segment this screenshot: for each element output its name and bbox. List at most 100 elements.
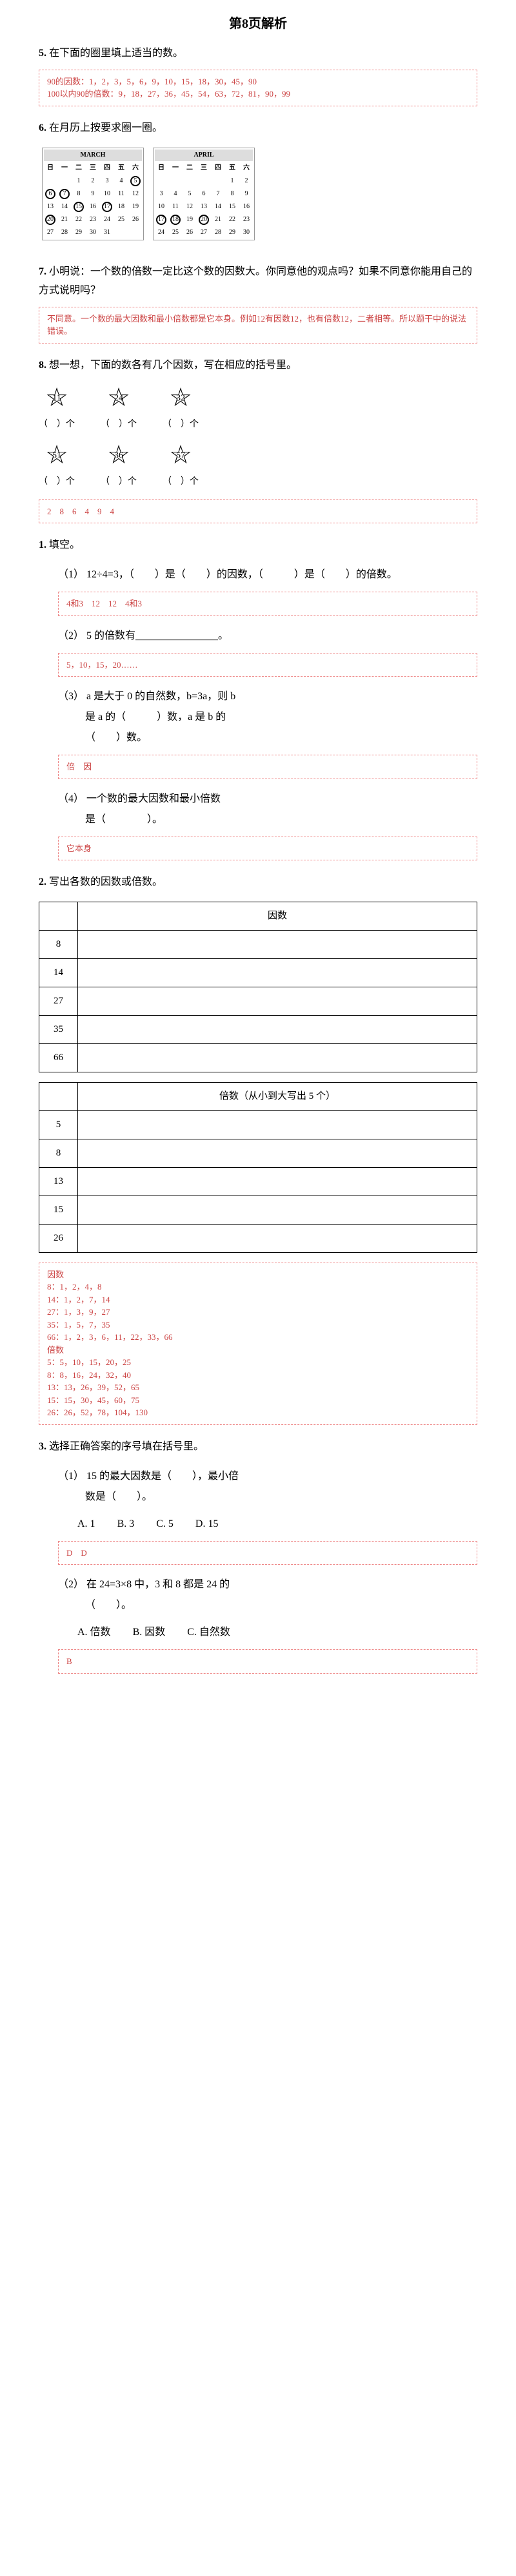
p3-2-text-a: 在 24=3×8 中，3 和 8 都是 24 的: [86, 1579, 230, 1590]
q8-answer: 2 8 6 4 9 4: [39, 499, 477, 524]
question-7: 7. 小明说：一个数的倍数一定比这个数的因数大。你同意他的观点吗？如果不同意你能…: [39, 263, 477, 344]
stars-row-2: ☆51（ ）个 ☆36（ ）个 ☆57（ ）个: [39, 442, 477, 490]
p3-num: 3.: [39, 1441, 46, 1452]
q8-num: 8.: [39, 360, 46, 371]
star-icon: ☆57: [169, 442, 192, 468]
q7-num: 7.: [39, 266, 46, 277]
star-icon: ☆36: [107, 442, 130, 468]
th-multiples: 倍数（从小到大写出 5 个）: [78, 1082, 477, 1110]
question-8: 8. 想一想，下面的数各有几个因数，写在相应的括号里。 ☆11（ ）个 ☆24（…: [39, 356, 477, 523]
star-value: 51: [52, 451, 61, 460]
table-row: 14: [39, 958, 78, 987]
day-hdr: 一: [169, 162, 182, 174]
paren-label: （ ）个: [101, 416, 137, 432]
p1-4-text-b: 是（ ）。: [85, 814, 163, 825]
day-hdr: 一: [58, 162, 71, 174]
p1-3-num: （3）: [58, 691, 84, 702]
calendar-march: MARCH 日一二三四五六 12345 6789101112 131415161…: [42, 148, 144, 240]
table-row: 26: [39, 1224, 78, 1252]
star-icon: ☆51: [45, 442, 68, 468]
q5-num: 5.: [39, 48, 46, 59]
question-6: 6. 在月历上按要求圈一圈。 MARCH 日一二三四五六 12345 67891…: [39, 119, 477, 251]
opt-a: A. 倍数: [77, 1627, 111, 1638]
table-row: 66: [39, 1043, 78, 1072]
factors-table: 因数 8 14 27 35 66: [39, 902, 477, 1072]
star-value: 32: [176, 394, 185, 403]
q6-text: 在月历上按要求圈一圈。: [49, 122, 163, 133]
paren-label: （ ）个: [101, 474, 137, 490]
day-hdr: 日: [44, 162, 57, 174]
paren-label: （ ）个: [39, 416, 75, 432]
p1-3-answer: 倍 因: [58, 755, 477, 779]
q7-answer: 不同意。一个数的最大因数和最小倍数都是它本身。例如12有因数12，也有倍数12，…: [39, 307, 477, 344]
table-row: 8: [39, 930, 78, 958]
problem-1: 1. 填空。 （1） 12÷4=3，（ ）是（ ）的因数，（ ）是（ ）的倍数。…: [39, 536, 477, 860]
opt-c: C. 自然数: [187, 1627, 230, 1638]
april-label: APRIL: [155, 150, 253, 161]
p3-1: （1） 15 的最大因数是（ ），最小倍 数是（ ）。 A. 1 B. 3 C.…: [58, 1466, 477, 1565]
p1-num: 1.: [39, 539, 46, 550]
p1-2-answer: 5，10，15，20……: [58, 653, 477, 677]
day-hdr: 五: [226, 162, 239, 174]
problem-3: 3. 选择正确答案的序号填在括号里。 （1） 15 的最大因数是（ ），最小倍 …: [39, 1438, 477, 1674]
opt-b: B. 因数: [133, 1627, 166, 1638]
p3-text: 选择正确答案的序号填在括号里。: [49, 1441, 204, 1452]
question-5: 5. 在下面的圈里填上适当的数。 90的因数：1，2，3，5，6，9，10，15…: [39, 44, 477, 106]
day-hdr: 二: [183, 162, 196, 174]
p1-3-text-c: （ ）数。: [85, 732, 147, 743]
opt-a: A. 1: [77, 1518, 95, 1529]
p2-num: 2.: [39, 876, 46, 887]
opt-b: B. 3: [117, 1518, 135, 1529]
p1-4: （4） 一个数的最大因数和最小倍数 是（ ）。 它本身: [58, 789, 477, 861]
p3-1-text-a: 15 的最大因数是（ ），最小倍: [86, 1471, 239, 1482]
day-hdr: 六: [129, 162, 142, 174]
day-hdr: 日: [155, 162, 168, 174]
p2-text: 写出各数的因数或倍数。: [49, 876, 163, 887]
star-value: 11: [52, 394, 61, 403]
calendar-april: APRIL 日一二三四五六 12 3456789 10111213141516 …: [153, 148, 255, 240]
p2-answer: 因数 8：1，2，4，8 14：1，2，7，14 27：1，3，9，27 35：…: [39, 1263, 477, 1425]
q7-text: 小明说：一个数的倍数一定比这个数的因数大。你同意他的观点吗？如果不同意你能用自己…: [39, 266, 472, 296]
day-hdr: 三: [197, 162, 210, 174]
table-row: 13: [39, 1167, 78, 1196]
p3-2-num: （2）: [58, 1579, 84, 1590]
day-hdr: 四: [212, 162, 224, 174]
p1-2: （2） 5 的倍数有＿＿＿＿＿＿＿＿。 5，10，15，20……: [58, 626, 477, 677]
p1-1: （1） 12÷4=3，（ ）是（ ）的因数，（ ）是（ ）的倍数。 4和3 12…: [58, 565, 477, 616]
p1-text: 填空。: [49, 539, 80, 550]
day-hdr: 二: [72, 162, 85, 174]
march-label: MARCH: [44, 150, 142, 161]
p1-2-text: 5 的倍数有＿＿＿＿＿＿＿＿。: [86, 630, 228, 641]
p3-1-num: （1）: [58, 1471, 84, 1482]
p3-2: （2） 在 24=3×8 中，3 和 8 都是 24 的 （ ）。 A. 倍数 …: [58, 1574, 477, 1674]
p1-1-answer: 4和3 12 12 4和3: [58, 592, 477, 616]
table-row: 8: [39, 1139, 78, 1167]
p1-1-text: 12÷4=3，（ ）是（ ）的因数，（ ）是（ ）的倍数。: [86, 569, 397, 580]
p1-4-num: （4）: [58, 793, 84, 804]
page-title: 第8页解析: [39, 13, 477, 32]
q8-text: 想一想，下面的数各有几个因数，写在相应的括号里。: [49, 360, 297, 371]
star-icon: ☆11: [45, 385, 68, 411]
star-value: 24: [114, 394, 123, 403]
p1-2-num: （2）: [58, 630, 84, 641]
star-value: 36: [114, 451, 123, 460]
multiples-table: 倍数（从小到大写出 5 个） 5 8 13 15 26: [39, 1082, 477, 1253]
p1-1-num: （1）: [58, 569, 84, 580]
star-icon: ☆32: [169, 385, 192, 411]
q5-text: 在下面的圈里填上适当的数。: [49, 48, 183, 59]
day-hdr: 四: [101, 162, 114, 174]
p1-4-text-a: 一个数的最大因数和最小倍数: [86, 793, 221, 804]
problem-2: 2. 写出各数的因数或倍数。 因数 8 14 27 35 66 倍数（从小到大写…: [39, 873, 477, 1425]
paren-label: （ ）个: [39, 474, 75, 490]
stars-row-1: ☆11（ ）个 ☆24（ ）个 ☆32（ ）个: [39, 385, 477, 432]
p1-3-text-a: a 是大于 0 的自然数，b=3a，则 b: [86, 691, 235, 702]
p3-1-answer: D D: [58, 1541, 477, 1565]
q5-answer: 90的因数：1，2，3，5，6，9，10，15，18，30，45，90 100以…: [39, 70, 477, 106]
table-row: 35: [39, 1015, 78, 1043]
day-hdr: 六: [240, 162, 253, 174]
star-value: 57: [176, 451, 185, 460]
paren-label: （ ）个: [163, 416, 199, 432]
table-row: 15: [39, 1196, 78, 1224]
opt-c: C. 5: [156, 1518, 174, 1529]
p1-3-text-b: 是 a 的（ ）数，a 是 b 的: [85, 712, 226, 722]
